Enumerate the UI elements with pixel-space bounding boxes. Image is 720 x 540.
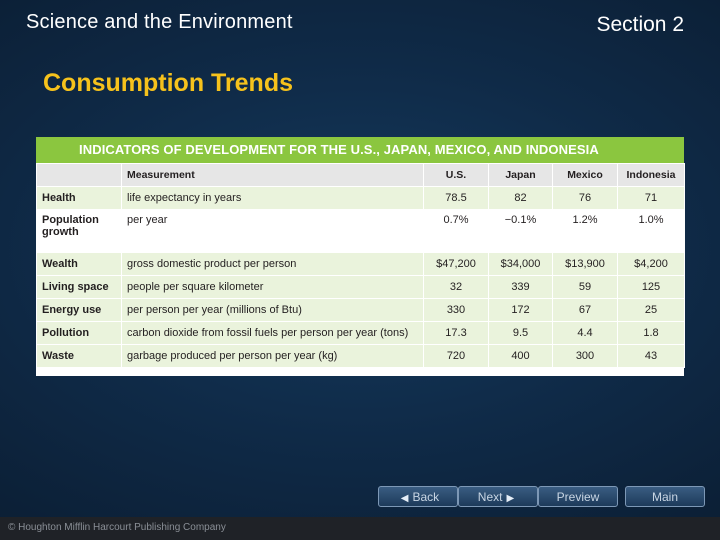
value-mexico: $13,900 [552, 252, 618, 276]
row-measurement: life expectancy in years [121, 186, 424, 210]
value-indonesia: 1.0% [617, 209, 685, 253]
row-category: Health [36, 186, 122, 210]
table-caption: INDICATORS OF DEVELOPMENT FOR THE U.S., … [36, 137, 684, 163]
value-us: 32 [423, 275, 489, 299]
slide-title: Consumption Trends [43, 69, 293, 97]
value-japan: 400 [488, 344, 553, 368]
arrow-right-icon: ▶ [506, 493, 515, 504]
value-indonesia: 71 [617, 186, 685, 210]
row-category: Energy use [36, 298, 122, 322]
value-japan: −0.1% [488, 209, 553, 253]
value-us: $47,200 [423, 252, 489, 276]
row-measurement: carbon dioxide from fossil fuels per per… [121, 321, 424, 345]
value-indonesia: 125 [617, 275, 685, 299]
row-category: Living space [36, 275, 122, 299]
table-header-row: Measurement U.S. Japan Mexico Indonesia [36, 163, 685, 187]
table-row: Pollution carbon dioxide from fossil fue… [36, 321, 685, 345]
value-us: 720 [423, 344, 489, 368]
value-mexico: 4.4 [552, 321, 618, 345]
value-us: 330 [423, 298, 489, 322]
row-measurement: per year [121, 209, 424, 253]
value-japan: 9.5 [488, 321, 553, 345]
value-indonesia: 1.8 [617, 321, 685, 345]
main-label: Main [651, 490, 678, 504]
indicators-table: INDICATORS OF DEVELOPMENT FOR THE U.S., … [36, 137, 685, 376]
preview-label: Preview [556, 490, 600, 504]
column-header: U.S. [423, 163, 489, 187]
value-us: 0.7% [423, 209, 489, 253]
value-japan: $34,000 [488, 252, 553, 276]
copyright-notice: © Houghton Mifflin Harcourt Publishing C… [8, 522, 226, 533]
value-indonesia: 25 [617, 298, 685, 322]
table-row: Waste garbage produced per person per ye… [36, 344, 685, 368]
row-category: Pollution [36, 321, 122, 345]
back-label: Back [412, 490, 440, 504]
table-row: Living space people per square kilometer… [36, 275, 685, 299]
row-category: Wealth [36, 252, 122, 276]
value-us: 17.3 [423, 321, 489, 345]
row-measurement: per person per year (millions of Btu) [121, 298, 424, 322]
column-header: Measurement [121, 163, 424, 187]
row-category: Population growth [36, 209, 122, 253]
value-mexico: 76 [552, 186, 618, 210]
value-us: 78.5 [423, 186, 489, 210]
column-header: Indonesia [617, 163, 685, 187]
value-mexico: 67 [552, 298, 618, 322]
arrow-left-icon: ◀ [400, 493, 409, 504]
value-japan: 339 [488, 275, 553, 299]
value-indonesia: $4,200 [617, 252, 685, 276]
table-row: Population growth per year 0.7% −0.1% 1.… [36, 209, 685, 253]
column-header: Mexico [552, 163, 618, 187]
row-measurement: people per square kilometer [121, 275, 424, 299]
back-button[interactable]: ◀ Back [378, 486, 458, 507]
row-measurement: garbage produced per person per year (kg… [121, 344, 424, 368]
table-row: Health life expectancy in years 78.5 82 … [36, 186, 685, 210]
value-mexico: 1.2% [552, 209, 618, 253]
row-measurement: gross domestic product per person [121, 252, 424, 276]
value-indonesia: 43 [617, 344, 685, 368]
row-category: Waste [36, 344, 122, 368]
section-label: Section 2 [596, 13, 684, 36]
next-button[interactable]: Next ▶ [458, 486, 538, 507]
table-row: Wealth gross domestic product per person… [36, 252, 685, 276]
table-row: Energy use per person per year (millions… [36, 298, 685, 322]
column-header [36, 163, 122, 187]
value-mexico: 59 [552, 275, 618, 299]
footer-bar [0, 517, 720, 540]
column-header: Japan [488, 163, 553, 187]
value-japan: 82 [488, 186, 553, 210]
chapter-title: Science and the Environment [26, 11, 293, 33]
next-label: Next [477, 490, 503, 504]
main-button[interactable]: Main [625, 486, 705, 507]
preview-button[interactable]: Preview [538, 486, 618, 507]
value-mexico: 300 [552, 344, 618, 368]
value-japan: 172 [488, 298, 553, 322]
